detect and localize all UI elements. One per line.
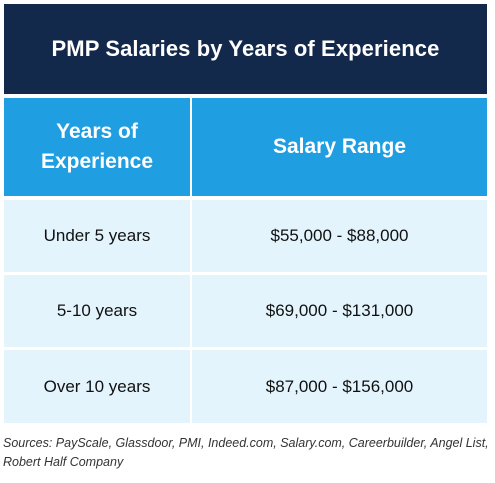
column-header-salary-range: Salary Range	[192, 98, 487, 196]
table-cell-experience: Over 10 years	[4, 350, 190, 423]
table-cell-experience: 5-10 years	[4, 275, 190, 347]
table-cell-salary: $69,000 - $131,000	[192, 275, 487, 347]
sources-note: Sources: PayScale, Glassdoor, PMI, Indee…	[3, 436, 489, 469]
column-header-label: Years of Experience	[40, 120, 154, 173]
table-cell-experience: Under 5 years	[4, 200, 190, 272]
table-cell-salary: $55,000 - $88,000	[192, 200, 487, 272]
salary-table: PMP Salaries by Years of Experience Year…	[2, 2, 491, 429]
table-title: PMP Salaries by Years of Experience	[4, 4, 487, 94]
table-cell-salary: $87,000 - $156,000	[192, 350, 487, 423]
column-header-label: Salary Range	[272, 135, 407, 158]
column-header-years-of-experience: Years of Experience	[4, 98, 190, 196]
